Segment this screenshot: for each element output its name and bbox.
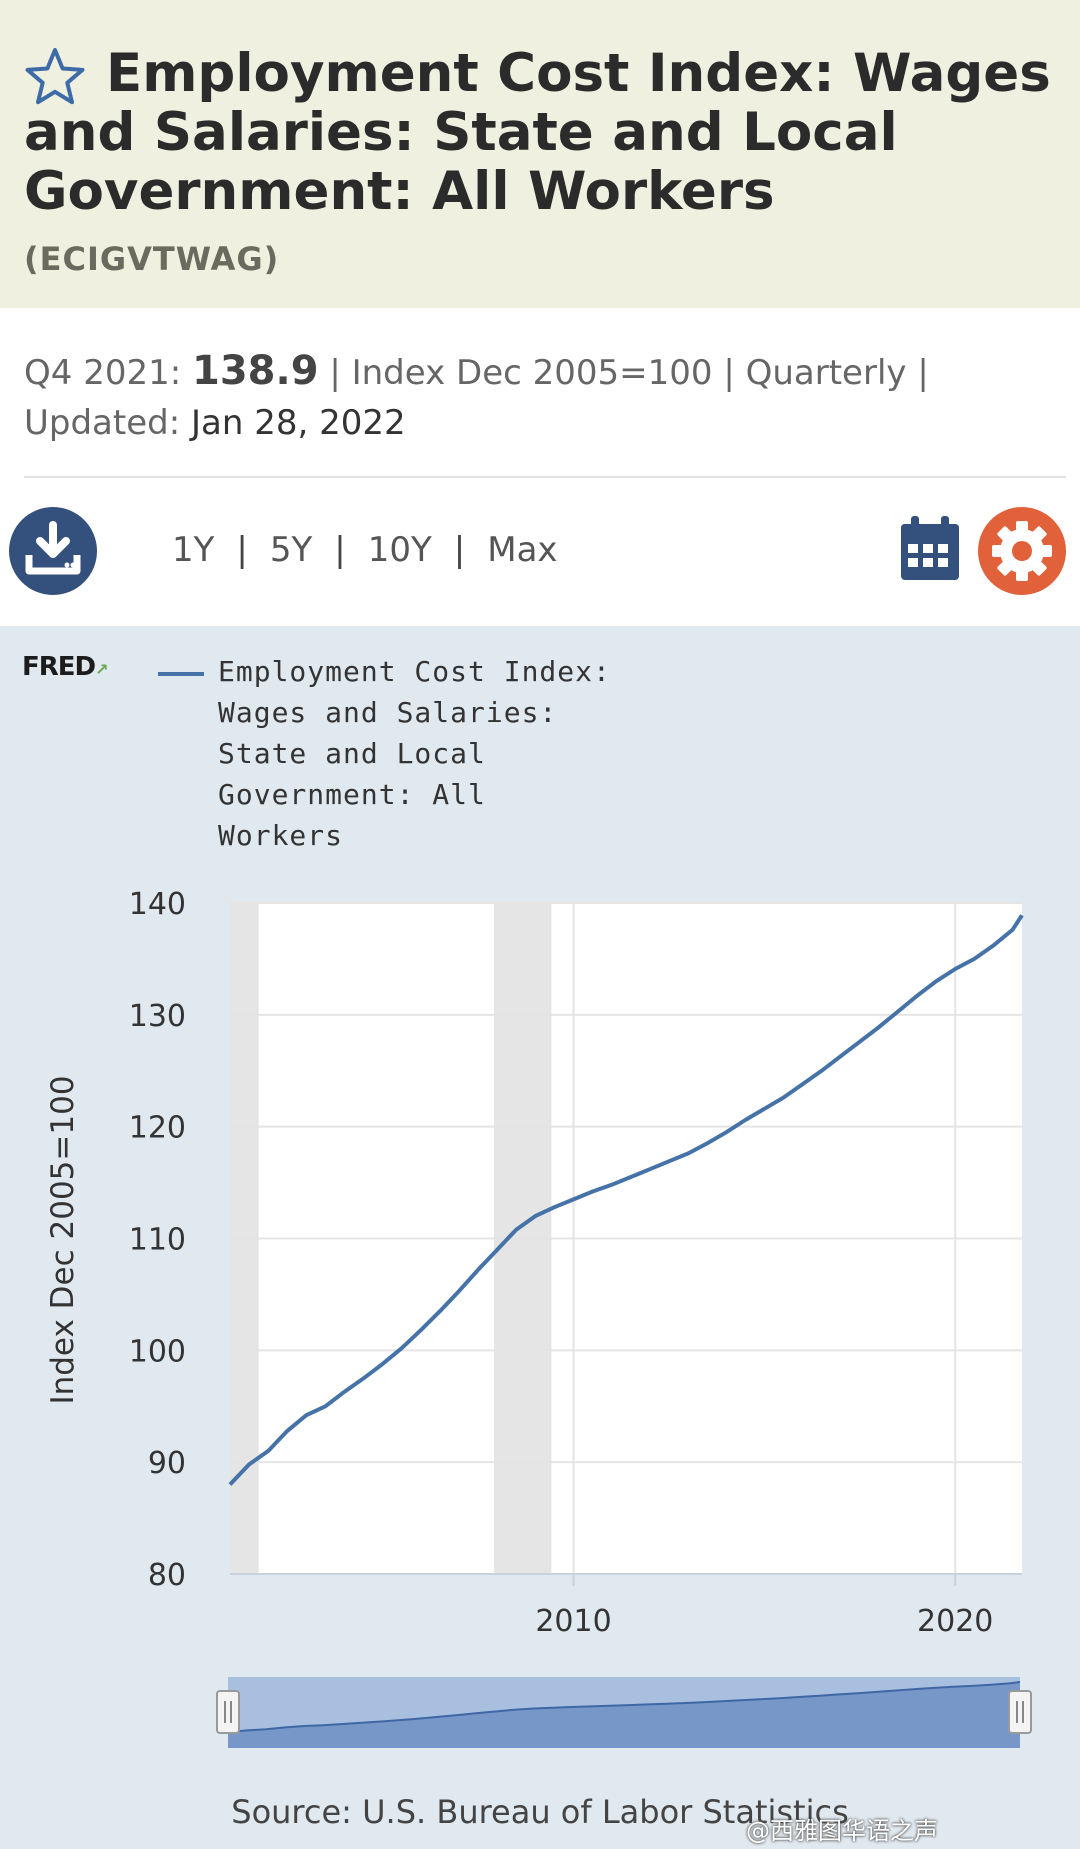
range-5y[interactable]: 5Y xyxy=(269,530,313,570)
y-tick-label: 110 xyxy=(129,1223,186,1258)
range-selector: 1Y | 5Y | 10Y | Max xyxy=(172,530,558,570)
range-max[interactable]: Max xyxy=(487,530,558,570)
latest-value: 138.9 xyxy=(192,348,319,394)
series-id: (ECIGVTWAG) xyxy=(24,240,280,278)
watermark: @西雅图华语之声 xyxy=(746,1817,938,1845)
divider xyxy=(24,476,1066,478)
legend-entry: Employment Cost Index: Wages and Salarie… xyxy=(218,655,611,852)
calendar-icon[interactable] xyxy=(899,514,961,582)
source-note: Source: U.S. Bureau of Labor Statistics xyxy=(231,1793,849,1831)
x-tick-label: 2010 xyxy=(535,1604,611,1639)
series-line xyxy=(228,914,1024,1486)
y-tick-label: 120 xyxy=(129,1111,186,1146)
y-tick-label: 130 xyxy=(129,999,186,1034)
units-frequency: | Index Dec 2005=100 | Quarterly | xyxy=(329,353,929,393)
series-header: Employment Cost Index: Wages and Salarie… xyxy=(0,0,1080,308)
navigator-handle-right[interactable] xyxy=(1008,1690,1032,1734)
gear-icon xyxy=(992,521,1052,581)
y-tick-label: 100 xyxy=(129,1334,186,1369)
star-icon[interactable] xyxy=(24,46,86,108)
navigator-area xyxy=(228,1682,1020,1748)
updated-date: Jan 28, 2022 xyxy=(190,403,406,443)
legend-swatch xyxy=(158,672,204,676)
navigator-handle-left[interactable] xyxy=(216,1690,240,1734)
period-label: Q4 2021: xyxy=(24,353,182,393)
settings-button[interactable] xyxy=(978,507,1066,595)
y-tick-label: 140 xyxy=(129,887,186,922)
y-tick-label: 80 xyxy=(148,1558,186,1593)
navigator-line xyxy=(227,1681,1021,1734)
x-tick-label: 2020 xyxy=(917,1604,993,1639)
range-separator: | xyxy=(334,530,346,570)
range-navigator[interactable] xyxy=(216,1677,1032,1748)
range-1y[interactable]: 1Y xyxy=(172,530,215,570)
fred-logo: FRED↗ xyxy=(22,652,109,682)
download-icon xyxy=(25,521,81,575)
range-separator: | xyxy=(236,530,248,570)
series-meta: Q4 2021: 138.9 | Index Dec 2005=100 | Qu… xyxy=(24,346,1054,448)
page-title: Employment Cost Index: Wages and Salarie… xyxy=(24,43,1051,222)
range-10y[interactable]: 10Y xyxy=(367,530,432,570)
range-separator: | xyxy=(453,530,466,570)
y-tick-label: 90 xyxy=(148,1446,186,1481)
download-button[interactable] xyxy=(9,507,97,595)
updated-label: Updated: xyxy=(24,403,181,443)
y-axis-label: Index Dec 2005=100 xyxy=(45,1075,81,1404)
